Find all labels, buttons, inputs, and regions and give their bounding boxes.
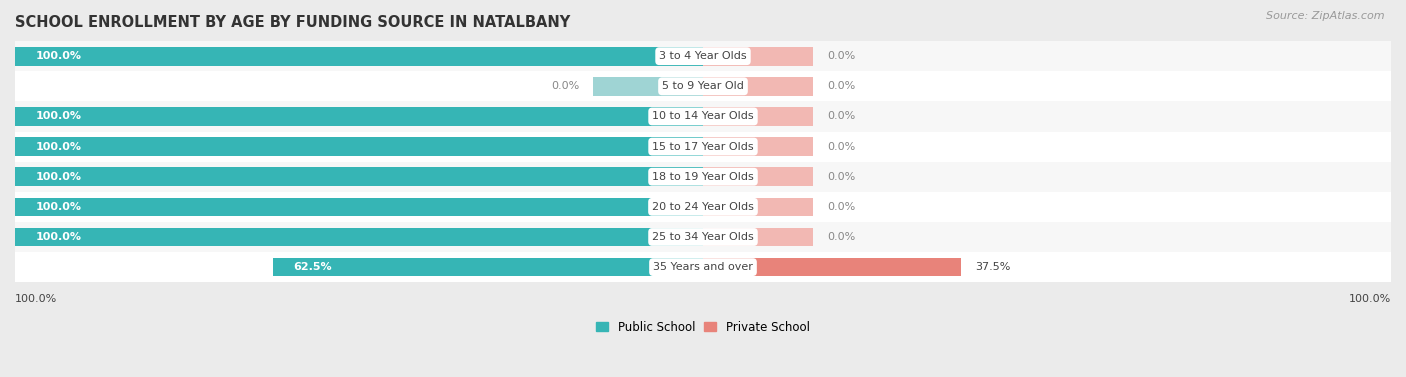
Bar — [703, 107, 813, 126]
Text: 10 to 14 Year Olds: 10 to 14 Year Olds — [652, 112, 754, 121]
Bar — [703, 167, 813, 186]
Text: 35 Years and over: 35 Years and over — [652, 262, 754, 272]
Text: 100.0%: 100.0% — [35, 232, 82, 242]
Legend: Public School, Private School: Public School, Private School — [596, 321, 810, 334]
Text: Source: ZipAtlas.com: Source: ZipAtlas.com — [1267, 11, 1385, 21]
Text: 100.0%: 100.0% — [35, 202, 82, 212]
Text: 0.0%: 0.0% — [827, 172, 855, 182]
Bar — [703, 258, 960, 276]
Bar — [15, 107, 703, 126]
Bar — [703, 77, 813, 96]
Text: 15 to 17 Year Olds: 15 to 17 Year Olds — [652, 142, 754, 152]
Text: 0.0%: 0.0% — [827, 232, 855, 242]
Text: 0.0%: 0.0% — [827, 202, 855, 212]
Text: 100.0%: 100.0% — [35, 142, 82, 152]
Text: 0.0%: 0.0% — [827, 112, 855, 121]
Bar — [15, 71, 1391, 101]
Text: 0.0%: 0.0% — [827, 81, 855, 91]
Text: 3 to 4 Year Olds: 3 to 4 Year Olds — [659, 51, 747, 61]
Text: 0.0%: 0.0% — [827, 51, 855, 61]
Bar — [593, 77, 703, 96]
Text: 0.0%: 0.0% — [827, 142, 855, 152]
Bar — [15, 192, 1391, 222]
Bar — [273, 258, 703, 276]
Bar — [15, 162, 1391, 192]
Bar — [15, 228, 703, 246]
Text: 100.0%: 100.0% — [35, 172, 82, 182]
Bar — [703, 228, 813, 246]
Bar — [15, 137, 703, 156]
Bar — [15, 198, 703, 216]
Text: 62.5%: 62.5% — [294, 262, 332, 272]
Bar — [703, 198, 813, 216]
Text: SCHOOL ENROLLMENT BY AGE BY FUNDING SOURCE IN NATALBANY: SCHOOL ENROLLMENT BY AGE BY FUNDING SOUR… — [15, 15, 571, 30]
Text: 5 to 9 Year Old: 5 to 9 Year Old — [662, 81, 744, 91]
Text: 100.0%: 100.0% — [15, 294, 58, 304]
Text: 0.0%: 0.0% — [551, 81, 579, 91]
Text: 18 to 19 Year Olds: 18 to 19 Year Olds — [652, 172, 754, 182]
Bar — [15, 101, 1391, 132]
Bar — [15, 222, 1391, 252]
Bar — [15, 41, 1391, 71]
Bar — [15, 252, 1391, 282]
Bar — [15, 167, 703, 186]
Text: 100.0%: 100.0% — [35, 112, 82, 121]
Text: 37.5%: 37.5% — [974, 262, 1010, 272]
Bar — [15, 132, 1391, 162]
Text: 25 to 34 Year Olds: 25 to 34 Year Olds — [652, 232, 754, 242]
Bar — [703, 47, 813, 66]
Text: 100.0%: 100.0% — [1348, 294, 1391, 304]
Text: 20 to 24 Year Olds: 20 to 24 Year Olds — [652, 202, 754, 212]
Bar — [15, 47, 703, 66]
Text: 100.0%: 100.0% — [35, 51, 82, 61]
Bar — [703, 137, 813, 156]
